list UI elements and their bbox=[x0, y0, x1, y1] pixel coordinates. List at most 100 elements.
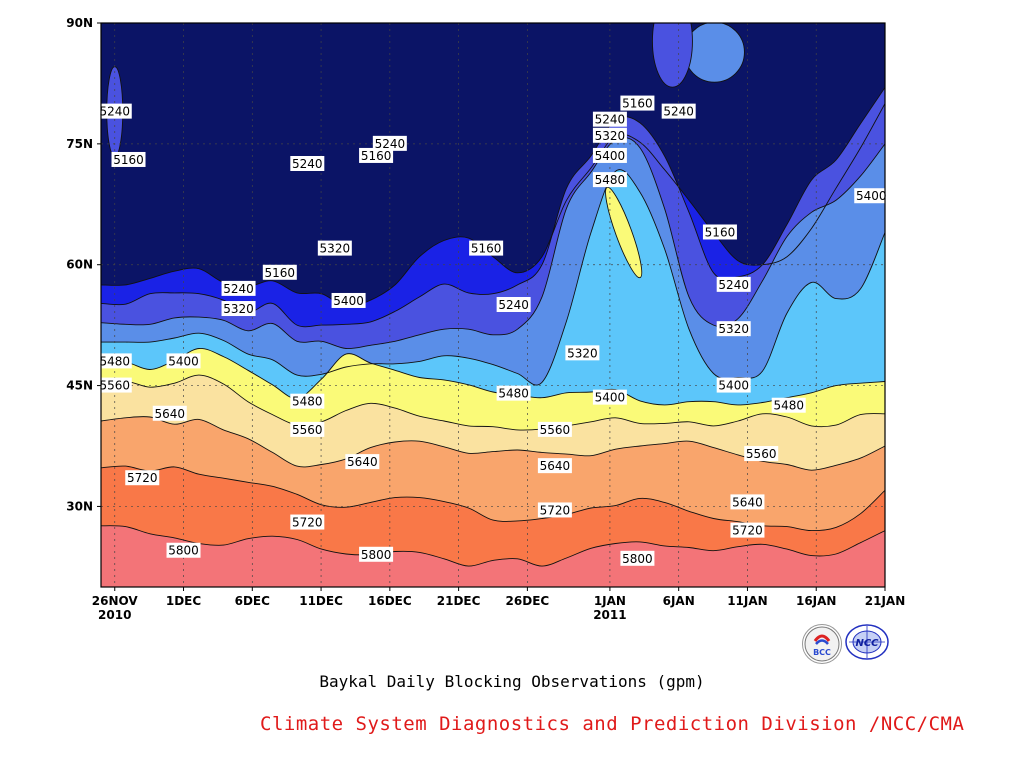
contour-extra-regions bbox=[106, 23, 745, 279]
contour-label: 5720 bbox=[125, 470, 160, 486]
yellow-closed-region bbox=[605, 186, 643, 279]
contour-label: 5640 bbox=[730, 494, 765, 510]
contour-label-box bbox=[565, 345, 600, 361]
contour-label-box bbox=[125, 470, 160, 486]
contour-label-text: 5400 bbox=[333, 294, 364, 308]
contour-label-text: 5720 bbox=[292, 516, 323, 530]
contour-label-box bbox=[97, 353, 132, 369]
contour-label-text: 5240 bbox=[595, 113, 626, 127]
contour-label-text: 5640 bbox=[732, 495, 763, 509]
x-tick-label: 26NOV bbox=[92, 594, 139, 608]
contour-label: 5800 bbox=[166, 542, 201, 558]
contour-label-box bbox=[345, 454, 380, 470]
contour-label: 5160 bbox=[262, 264, 297, 280]
contour-label-box bbox=[702, 224, 737, 240]
x-tick-label: 1DEC bbox=[166, 594, 202, 608]
contour-label: 5240 bbox=[592, 111, 627, 127]
contour-label-text: 5480 bbox=[292, 395, 323, 409]
y-tick-label: 60N bbox=[66, 258, 93, 272]
contour-label-text: 5720 bbox=[732, 524, 763, 538]
contour-label-text: 5400 bbox=[168, 354, 199, 368]
x-tick-label: 11JAN bbox=[727, 594, 768, 608]
contour-label-text: 5640 bbox=[154, 407, 185, 421]
contour-label-text: 5160 bbox=[705, 225, 736, 239]
contour-label-text: 5640 bbox=[347, 455, 378, 469]
contour-label-box bbox=[290, 421, 325, 437]
contour-label-text: 5720 bbox=[127, 471, 158, 485]
contour-label-box bbox=[152, 405, 187, 421]
contour-label-text: 5800 bbox=[361, 548, 392, 562]
contour-label-text: 5800 bbox=[622, 552, 653, 566]
contour-label: 5800 bbox=[359, 546, 394, 562]
contour-label-box bbox=[537, 502, 572, 518]
contour-label: 5400 bbox=[854, 188, 889, 204]
contour-label: 5160 bbox=[359, 147, 394, 163]
contour-label: 5400 bbox=[331, 292, 366, 308]
contour-label-text: 5320 bbox=[718, 322, 749, 336]
contour-label-text: 5160 bbox=[361, 149, 392, 163]
x-tick-label: 16JAN bbox=[796, 594, 837, 608]
contour-label-text: 5240 bbox=[718, 278, 749, 292]
contour-label-text: 5320 bbox=[567, 346, 598, 360]
contour-label-text: 5240 bbox=[663, 105, 694, 119]
x-tick-label: 26DEC bbox=[506, 594, 550, 608]
contour-label-box bbox=[262, 264, 297, 280]
contour-label: 5720 bbox=[290, 514, 325, 530]
contour-label-box bbox=[359, 147, 394, 163]
contour-5320 bbox=[101, 137, 885, 350]
contour-label-box bbox=[331, 292, 366, 308]
contour-label-text: 5320 bbox=[320, 242, 351, 256]
contour-label: 5560 bbox=[537, 421, 572, 437]
contour-label-box bbox=[771, 397, 806, 413]
contour-label-box bbox=[592, 111, 627, 127]
ncc-logo: NCC bbox=[845, 624, 889, 660]
contour-label-box bbox=[496, 385, 531, 401]
contour-label: 5240 bbox=[716, 276, 751, 292]
chart-title: Baykal Daily Blocking Observations (gpm) bbox=[319, 672, 705, 691]
contour-label: 5160 bbox=[469, 240, 504, 256]
contour-label: 5480 bbox=[771, 397, 806, 413]
contour-label-text: 5480 bbox=[773, 399, 804, 413]
contour-label: 5320 bbox=[716, 321, 751, 337]
x-tick-label: 1JAN bbox=[594, 594, 626, 608]
contour-label: 5240 bbox=[372, 135, 407, 151]
contour-label: 5400 bbox=[166, 353, 201, 369]
fill-below-5800 bbox=[101, 525, 885, 587]
contour-5400 bbox=[101, 169, 885, 386]
x-tick-label: 6DEC bbox=[235, 594, 271, 608]
bcc-logo: BCC bbox=[802, 624, 842, 664]
contour-label-box bbox=[716, 377, 751, 393]
contour-label-box bbox=[221, 280, 256, 296]
contour-label-box bbox=[359, 546, 394, 562]
contour-5560 bbox=[101, 374, 885, 431]
contour-label-box bbox=[744, 446, 779, 462]
contour-label-text: 5320 bbox=[595, 129, 626, 143]
y-tick-label: 90N bbox=[66, 16, 93, 30]
contour-label-text: 5160 bbox=[113, 153, 144, 167]
x-tick-label: 6JAN bbox=[663, 594, 695, 608]
contour-label-box bbox=[469, 240, 504, 256]
contour-label-box bbox=[854, 188, 889, 204]
contour-label-text: 5400 bbox=[595, 149, 626, 163]
contour-label-text: 5320 bbox=[223, 302, 254, 316]
contour-label-box bbox=[166, 353, 201, 369]
x-tick-label: 21DEC bbox=[437, 594, 481, 608]
contour-5800 bbox=[101, 525, 885, 567]
bcc-logo-text: BCC bbox=[813, 648, 831, 657]
contour-label-text: 5480 bbox=[595, 173, 626, 187]
contour-label-box bbox=[221, 301, 256, 317]
contour-label-box bbox=[537, 458, 572, 474]
contour-label: 5240 bbox=[661, 103, 696, 119]
contour-label-box bbox=[592, 389, 627, 405]
contour-label-text: 5480 bbox=[498, 387, 529, 401]
contour-label: 5400 bbox=[592, 389, 627, 405]
contour-label: 5240 bbox=[221, 280, 256, 296]
contour-label: 5640 bbox=[537, 458, 572, 474]
contour-label-box bbox=[111, 151, 146, 167]
contour-label: 5800 bbox=[620, 550, 655, 566]
contour-label-box bbox=[290, 156, 325, 171]
y-tick-label: 45N bbox=[66, 379, 93, 393]
contour-label: 5240 bbox=[496, 297, 531, 312]
